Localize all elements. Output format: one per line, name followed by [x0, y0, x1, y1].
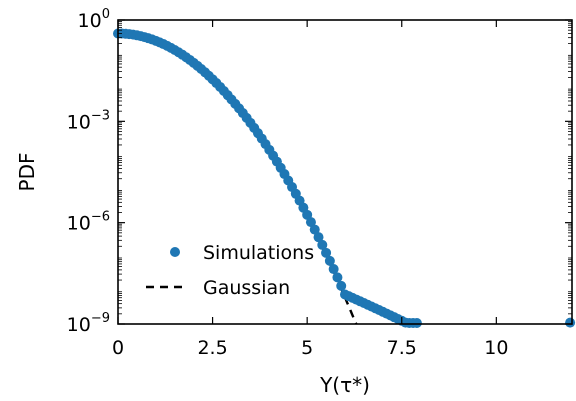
- sim-point: [332, 272, 343, 283]
- x-tick-label: 5: [301, 337, 313, 359]
- x-tick-label: 2.5: [197, 337, 227, 359]
- x-axis-label: Y(τ*): [319, 373, 370, 397]
- legend-sim-label: Simulations: [203, 242, 314, 264]
- y-tick-label: 10−6: [67, 210, 110, 235]
- y-tick-label: 100: [78, 7, 110, 32]
- legend-gauss-label: Gaussian: [203, 277, 290, 299]
- legend: Simulations Gaussian: [146, 242, 314, 299]
- legend-sim-marker: [170, 247, 180, 257]
- x-tick-label: 7.5: [387, 337, 417, 359]
- sim-point: [317, 239, 328, 250]
- y-tick-label: 10−3: [67, 108, 110, 133]
- y-tick-label: 10−9: [67, 311, 110, 336]
- sim-point: [328, 264, 339, 275]
- x-tick-label: 0: [112, 337, 124, 359]
- y-axis-label: PDF: [15, 153, 39, 192]
- sim-point: [305, 217, 316, 228]
- sim-point: [313, 232, 324, 243]
- sim-point: [411, 318, 422, 328]
- sim-point: [565, 317, 576, 328]
- x-tick-label: 10: [484, 337, 508, 359]
- sim-point: [321, 247, 332, 258]
- sim-point: [309, 224, 320, 235]
- plot-frame: [117, 19, 573, 325]
- sim-point: [336, 280, 347, 291]
- sim-point: [324, 255, 335, 266]
